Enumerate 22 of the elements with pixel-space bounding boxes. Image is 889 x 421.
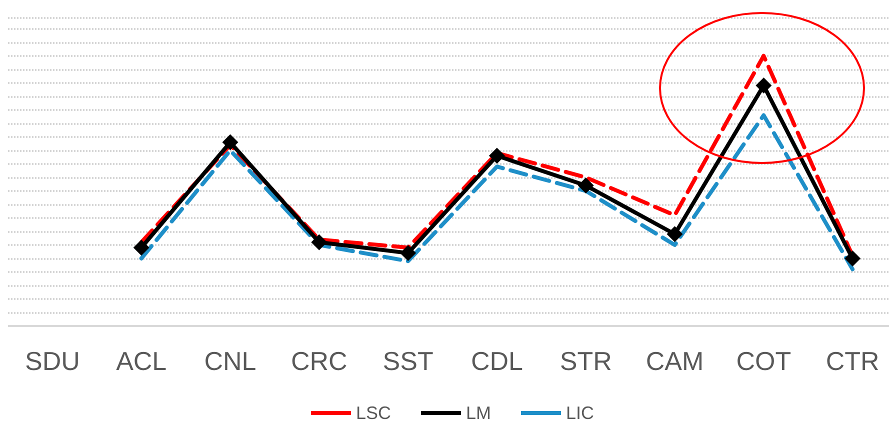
point — [133, 240, 150, 256]
x-tick-label: CRC — [290, 346, 348, 376]
x-tick-label: SST — [382, 346, 434, 376]
point — [488, 148, 505, 164]
x-tick-label: CDL — [470, 346, 523, 376]
point — [756, 78, 772, 94]
x-tick-label: CTR — [826, 346, 880, 376]
x-tick-label: STR — [560, 346, 612, 376]
x-tick-label: CNL — [204, 346, 256, 376]
x-tick-label: SDU — [24, 346, 80, 376]
point — [666, 226, 683, 242]
point — [222, 134, 238, 150]
point — [400, 245, 416, 262]
point — [311, 234, 328, 250]
point — [578, 178, 594, 194]
legend-label: LSC — [356, 403, 391, 421]
legend-label: LM — [466, 403, 492, 421]
point — [844, 250, 861, 266]
legend-label: LIC — [566, 403, 594, 421]
x-tick-label: CAM — [646, 346, 704, 376]
x-tick-label: ACL — [116, 346, 167, 376]
x-tick-label: COT — [736, 346, 792, 376]
